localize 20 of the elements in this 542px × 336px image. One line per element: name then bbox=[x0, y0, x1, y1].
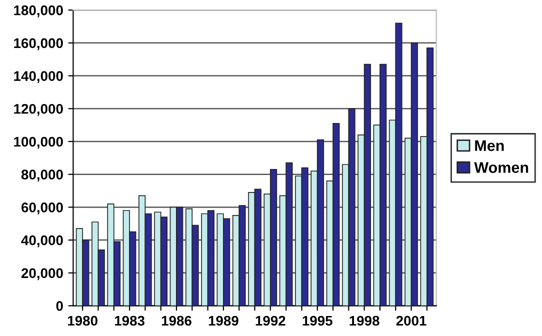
y-tick-label: 140,000 bbox=[14, 71, 63, 83]
y-tick-label: 100,000 bbox=[14, 136, 63, 149]
legend-label: Women bbox=[474, 162, 528, 173]
x-tick-label: 1983 bbox=[114, 316, 144, 326]
y-tick-label: 60,000 bbox=[21, 202, 63, 214]
y-tick-label: 0 bbox=[56, 301, 63, 311]
y-tick-label: 180,000 bbox=[14, 5, 63, 18]
x-tick-label: 1986 bbox=[162, 316, 192, 326]
y-tick-label: 80,000 bbox=[21, 170, 63, 182]
y-tick-label: 40,000 bbox=[21, 235, 63, 248]
legend-label: Men bbox=[475, 140, 504, 152]
x-tick-label: 1989 bbox=[208, 316, 238, 326]
x-tick-label: 1992 bbox=[256, 316, 286, 326]
y-tick-label: 160,000 bbox=[14, 38, 63, 50]
y-tick-label: 20,000 bbox=[21, 268, 63, 280]
x-tick-label: 1980 bbox=[68, 316, 98, 326]
x-tick-label: 1995 bbox=[302, 316, 332, 326]
y-tick-label: 120,000 bbox=[14, 104, 63, 116]
x-tick-label: 2001 bbox=[396, 316, 426, 326]
x-tick-label: 1998 bbox=[350, 316, 380, 326]
